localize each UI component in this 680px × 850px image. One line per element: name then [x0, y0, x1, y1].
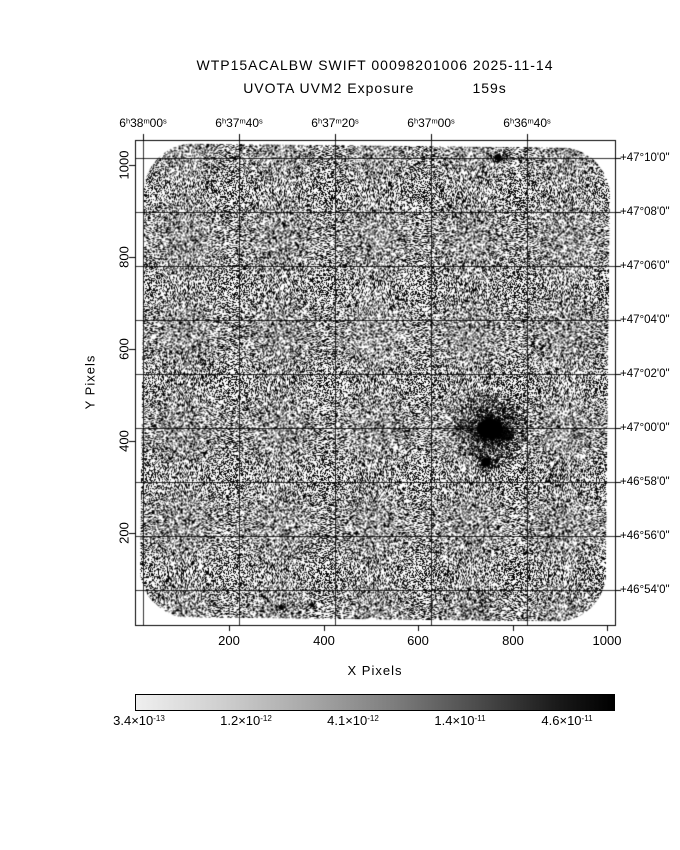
instrument-filter-label: UVOTA UVM2 Exposure [243, 80, 414, 96]
ra-tick-label: 6h36m40s [503, 116, 550, 130]
x-tick-label: 200 [218, 633, 240, 648]
colorbar-tick-label: 1.4×10-11 [434, 713, 485, 728]
x-tick-label: 600 [407, 633, 429, 648]
y-tick-label: 800 [117, 246, 132, 268]
dec-tick-label: +46°56'0" [620, 530, 670, 542]
plot-title: WTP15ACALBW SWIFT 00098201006 2025-11-14 [135, 57, 615, 73]
colorbar-tick-label: 4.6×10-11 [541, 713, 592, 728]
ra-tick-label: 6h38m00s [119, 116, 166, 130]
dec-tick-label: +47°06'0" [620, 260, 670, 272]
x-tick-label: 400 [313, 633, 335, 648]
ra-tick-label: 6h37m20s [311, 116, 358, 130]
plot-subtitle: UVOTA UVM2 Exposure 159s [135, 80, 615, 96]
colorbar-tick-label: 1.2×10-12 [220, 713, 272, 728]
colorbar-gradient [135, 694, 615, 711]
dec-tick-label: +46°58'0" [620, 476, 670, 488]
y-tick-label: 600 [117, 338, 132, 360]
ra-tick-label: 6h37m40s [215, 116, 262, 130]
dec-tick-label: +47°08'0" [620, 206, 670, 218]
y-tick-label: 400 [117, 430, 132, 452]
dec-tick-label: +47°00'0" [620, 422, 670, 434]
colorbar-tick-label: 3.4×10-13 [113, 713, 165, 728]
y-axis-title: Y Pixels [83, 355, 98, 410]
dec-tick-label: +47°04'0" [620, 314, 670, 326]
exposure-time-value: 159s [472, 80, 506, 96]
dec-tick-label: +46°54'0" [620, 584, 670, 596]
ra-tick-label: 6h37m00s [407, 116, 454, 130]
x-axis-title: X Pixels [135, 663, 615, 678]
y-tick-label: 200 [117, 522, 132, 544]
y-tick-label: 1000 [117, 151, 132, 180]
x-tick-label: 1000 [593, 633, 622, 648]
colorbar-tick-label: 4.1×10-12 [327, 713, 379, 728]
dec-tick-label: +47°02'0" [620, 368, 670, 380]
x-tick-label: 800 [502, 633, 524, 648]
dec-tick-label: +47°10'0" [620, 152, 670, 164]
uvot-exposure-plot-page: WTP15ACALBW SWIFT 00098201006 2025-11-14… [0, 0, 680, 850]
